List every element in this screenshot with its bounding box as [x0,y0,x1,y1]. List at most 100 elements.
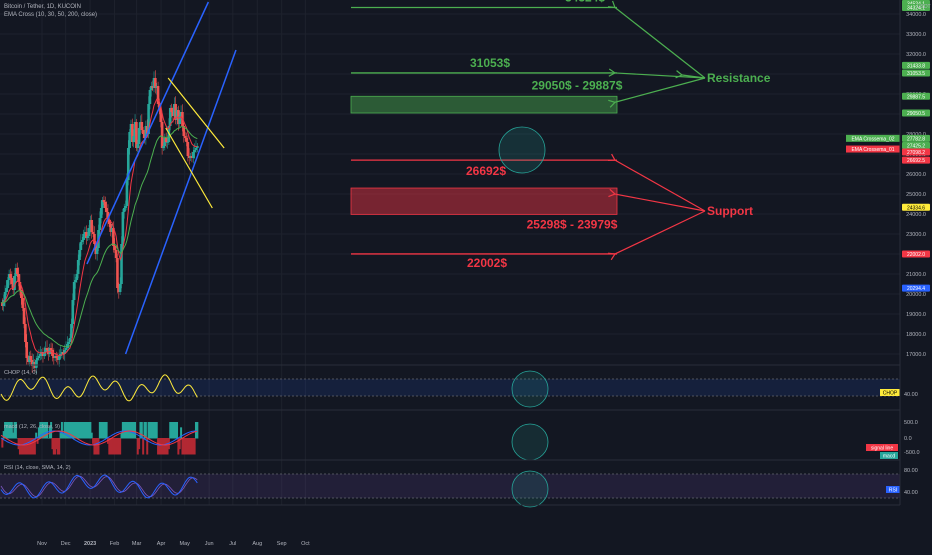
macd-histogram-bar [64,422,67,439]
price-tick-label: 34000.0 [906,12,926,18]
macd-histogram-bar [135,438,138,439]
ema-label: EMA Crossema_02 [851,136,894,142]
macd-histogram-bar [55,438,58,450]
candle-body [163,138,167,146]
candle-body [144,126,148,138]
price-tick-label: 21000.0 [906,272,926,278]
candle-body [99,208,103,218]
currency-label: USDT [917,4,931,10]
price-tag-text: 31433.8 [907,63,925,69]
macd-histogram-bar [9,422,12,439]
candle-body [178,116,182,124]
candle-body [94,244,98,254]
price-tag-text: 26692.5 [907,158,925,164]
macd-histogram-bar [102,422,105,439]
candle-body [18,282,22,290]
callout-arrow [614,159,706,212]
candle-body [49,348,53,350]
candle-body [168,108,172,126]
candle-body [105,208,108,212]
macd-histogram-bar [184,438,187,455]
time-tick-label: Nov [37,541,47,547]
macd-histogram-bar [143,422,146,439]
macd-histogram-bar [56,438,59,455]
macd-histogram-bar [166,438,169,455]
candle-body [37,356,41,358]
macd-histogram-bar [27,438,30,455]
chop-tag-bg [880,389,900,396]
macd-histogram-bar [67,422,70,439]
candle-body [152,78,156,88]
candle-body [182,126,186,136]
macd-histogram-bar [186,438,189,455]
candle-body [52,356,56,358]
candle-body [136,144,140,148]
candle-body [80,240,84,242]
candle-body [45,348,49,350]
time-tick-label: 2023 [84,541,96,547]
macd-histogram-bar [178,438,181,450]
macd-histogram-bar [113,438,116,455]
candle-body [183,136,187,138]
macd-histogram-bar [173,422,176,439]
callout-arrowhead [607,0,616,9]
level-label: 26692$ [466,164,506,178]
price-tag-bg [902,61,930,69]
time-tick-label: Jul [229,541,236,547]
macd-histogram-bar [120,432,123,439]
candle-body [141,130,145,134]
resistance-label: Resistance [707,71,771,85]
candle-body [120,244,123,284]
candle-body [133,122,137,136]
chop-line [0,374,198,402]
candle-body [82,234,85,240]
macd-histogram-bar [94,438,97,455]
candle-body [90,220,94,232]
macd-histogram-bar [39,422,42,439]
macd-histogram-bar [165,438,168,455]
candle-body [175,110,179,120]
macd-histogram-bar [176,422,179,439]
macd-histogram-bar [33,438,36,455]
macd-histogram-bar [190,438,193,455]
macd-histogram-bar [93,438,96,455]
candle-body [106,212,110,220]
rsi-tick: 80.00 [904,468,918,474]
candle-body [57,356,61,360]
macd-histogram-bar [147,422,150,439]
macd-histogram-bar [81,422,84,439]
candle-body [70,324,73,338]
price-tag: 29050.5 [902,109,930,117]
candle-body [17,274,20,282]
macd-histogram-bar [100,422,103,439]
macd-histogram-bar [115,438,118,455]
candle-body [61,352,65,354]
rsi-label: RSI (14, close, SMA, 14, 2) [4,465,71,471]
macd-histogram-bar [170,422,173,439]
candle-body [194,148,198,150]
rsi-tick: 40.00 [904,490,918,496]
rsi-line [0,474,198,499]
macd-histogram-bar [148,422,151,439]
chop-band [0,379,900,396]
price-tick-label: 24000.0 [906,212,926,218]
ema-30-line [0,126,198,348]
candle-body [117,288,121,292]
macd-histogram-bar [5,422,8,439]
focus-circle [498,126,546,174]
macd-histogram-bar [132,422,135,439]
candle-body [1,302,4,306]
macd-histogram-bar [17,438,20,450]
candle-body [162,146,165,148]
candle-body [56,358,60,360]
macd-histogram-bar [104,422,107,439]
candle-body [86,236,89,238]
candle-body [129,124,133,132]
macd-histogram-bar [153,422,156,439]
level-label: 31053$ [470,56,510,70]
macd-histogram-bar [8,422,11,439]
macd-histogram-bar [35,432,38,439]
candle-body [53,356,57,358]
